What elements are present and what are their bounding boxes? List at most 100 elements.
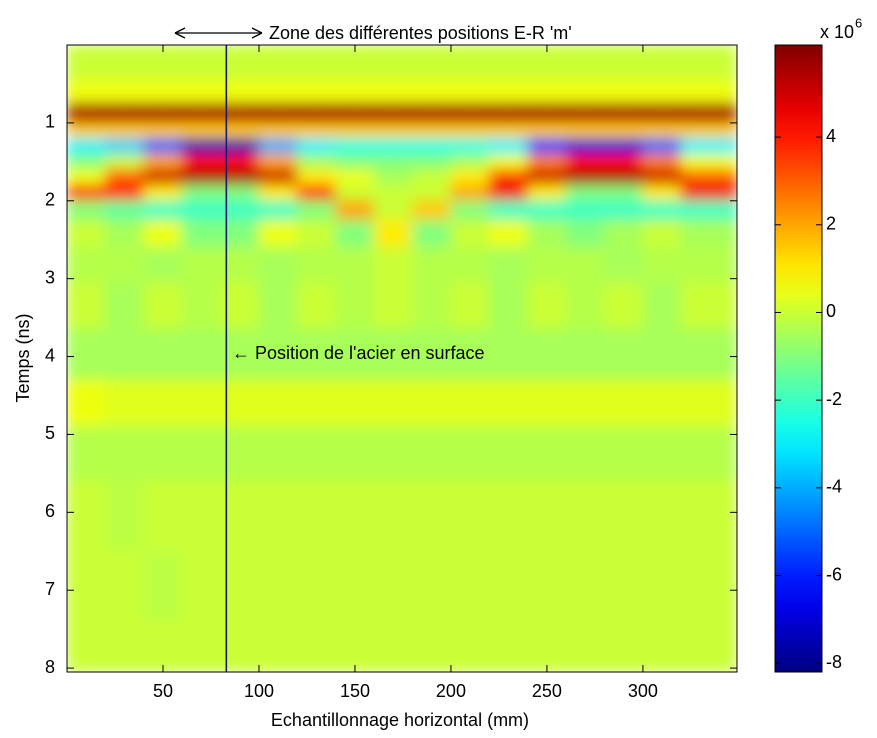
heat-cell: [67, 480, 106, 552]
heat-cell: [181, 137, 222, 155]
heat-cell: [488, 328, 529, 381]
heat-cell: [527, 79, 567, 104]
heat-cell: [373, 328, 414, 381]
heat-cell: [565, 282, 606, 330]
heat-cell: [604, 122, 644, 139]
heat-cell: [104, 480, 145, 552]
heat-cell: [181, 282, 222, 330]
heat-cell: [67, 550, 106, 622]
heat-cell: [565, 247, 606, 284]
heat-cell: [488, 219, 529, 249]
heat-cell: [450, 620, 490, 672]
heat-cell: [373, 620, 414, 672]
heat-cell: [258, 379, 298, 428]
heat-cell: [143, 219, 183, 249]
heat-cell: [335, 550, 375, 622]
heat-cell: [680, 282, 737, 330]
heat-cell: [335, 247, 375, 284]
heat-cell: [181, 550, 222, 622]
heat-cell: [258, 184, 298, 202]
heat-cell: [104, 328, 145, 381]
heat-cell: [642, 122, 682, 139]
heat-cell: [296, 153, 337, 171]
heat-cell: [181, 379, 222, 428]
heat-cell: [604, 480, 644, 552]
heat-cell: [258, 79, 298, 104]
heat-cell: [373, 550, 414, 622]
heat-cell: [296, 247, 337, 284]
heat-cell: [296, 184, 337, 202]
heat-cell: [143, 282, 183, 330]
heat-cell: [527, 169, 567, 186]
heat-cell: [604, 426, 644, 482]
heat-cell: [565, 219, 606, 249]
heat-cell: [143, 102, 183, 124]
heat-cell: [412, 79, 452, 104]
heat-cell: [642, 219, 682, 249]
heat-cell: [104, 184, 145, 202]
heat-cell: [67, 247, 106, 284]
heat-cell: [258, 247, 298, 284]
y-tick-label: 8: [45, 657, 55, 677]
heat-cell: [450, 122, 490, 139]
heat-cell: [143, 169, 183, 186]
heat-cell: [258, 169, 298, 186]
heat-cell: [373, 426, 414, 482]
heat-cell: [680, 219, 737, 249]
heat-cell: [104, 102, 145, 124]
heat-cell: [104, 247, 145, 284]
heat-cell: [181, 480, 222, 552]
heat-cell: [181, 169, 222, 186]
heat-cell: [412, 122, 452, 139]
heat-cell: [642, 379, 682, 428]
heat-cell: [104, 379, 145, 428]
heat-cell: [450, 282, 490, 330]
heat-cell: [604, 200, 644, 221]
x-tick-label: 50: [153, 681, 173, 701]
heat-cell: [565, 169, 606, 186]
heat-cell: [565, 200, 606, 221]
heat-cell: [604, 184, 644, 202]
heat-cell: [565, 45, 606, 81]
heat-cell: [527, 219, 567, 249]
y-tick-label: 6: [45, 501, 55, 521]
heat-cell: [335, 137, 375, 155]
heat-cell: [642, 153, 682, 171]
heat-cell: [143, 200, 183, 221]
heat-cell: [642, 169, 682, 186]
colorbar-tick-label: 0: [826, 301, 836, 321]
heat-cell: [642, 480, 682, 552]
heat-cell: [604, 379, 644, 428]
heat-cell: [143, 550, 183, 622]
heat-cell: [642, 200, 682, 221]
colorbar-tick-label: 2: [826, 214, 836, 234]
heat-cell: [181, 426, 222, 482]
heat-cell: [527, 379, 567, 428]
heat-cell: [527, 247, 567, 284]
heat-cell: [412, 169, 452, 186]
heat-cell: [450, 426, 490, 482]
heat-cell: [143, 153, 183, 171]
heat-cell: [258, 219, 298, 249]
heat-cell: [335, 184, 375, 202]
heat-cell: [335, 620, 375, 672]
heat-cell: [373, 184, 414, 202]
heat-cell: [335, 79, 375, 104]
heat-cell: [527, 153, 567, 171]
heat-cell: [67, 379, 106, 428]
heat-cell: [680, 79, 737, 104]
x-tick-label: 100: [244, 681, 274, 701]
heat-cell: [143, 122, 183, 139]
heat-cell: [104, 200, 145, 221]
heat-cell: [527, 426, 567, 482]
heat-cell: [488, 379, 529, 428]
heat-cell: [450, 480, 490, 552]
heat-cell: [565, 122, 606, 139]
heat-cell: [450, 247, 490, 284]
heat-cell: [296, 426, 337, 482]
heat-cell: [680, 328, 737, 381]
colorbar-tick-label: 4: [826, 126, 836, 146]
heat-cell: [680, 169, 737, 186]
heat-cell: [565, 102, 606, 124]
